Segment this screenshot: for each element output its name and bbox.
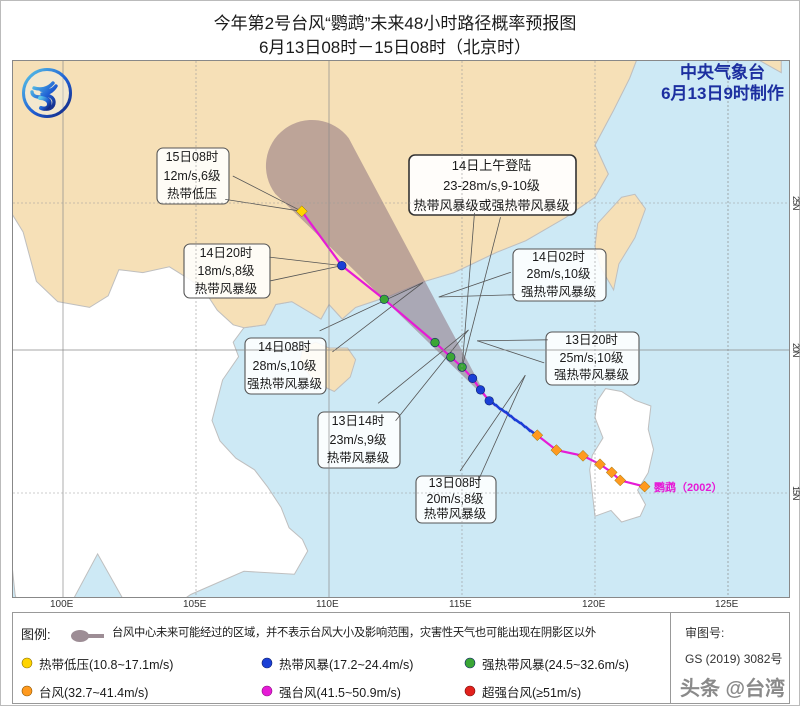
svg-text:鹦鹉（2002）: 鹦鹉（2002）: [654, 480, 722, 494]
